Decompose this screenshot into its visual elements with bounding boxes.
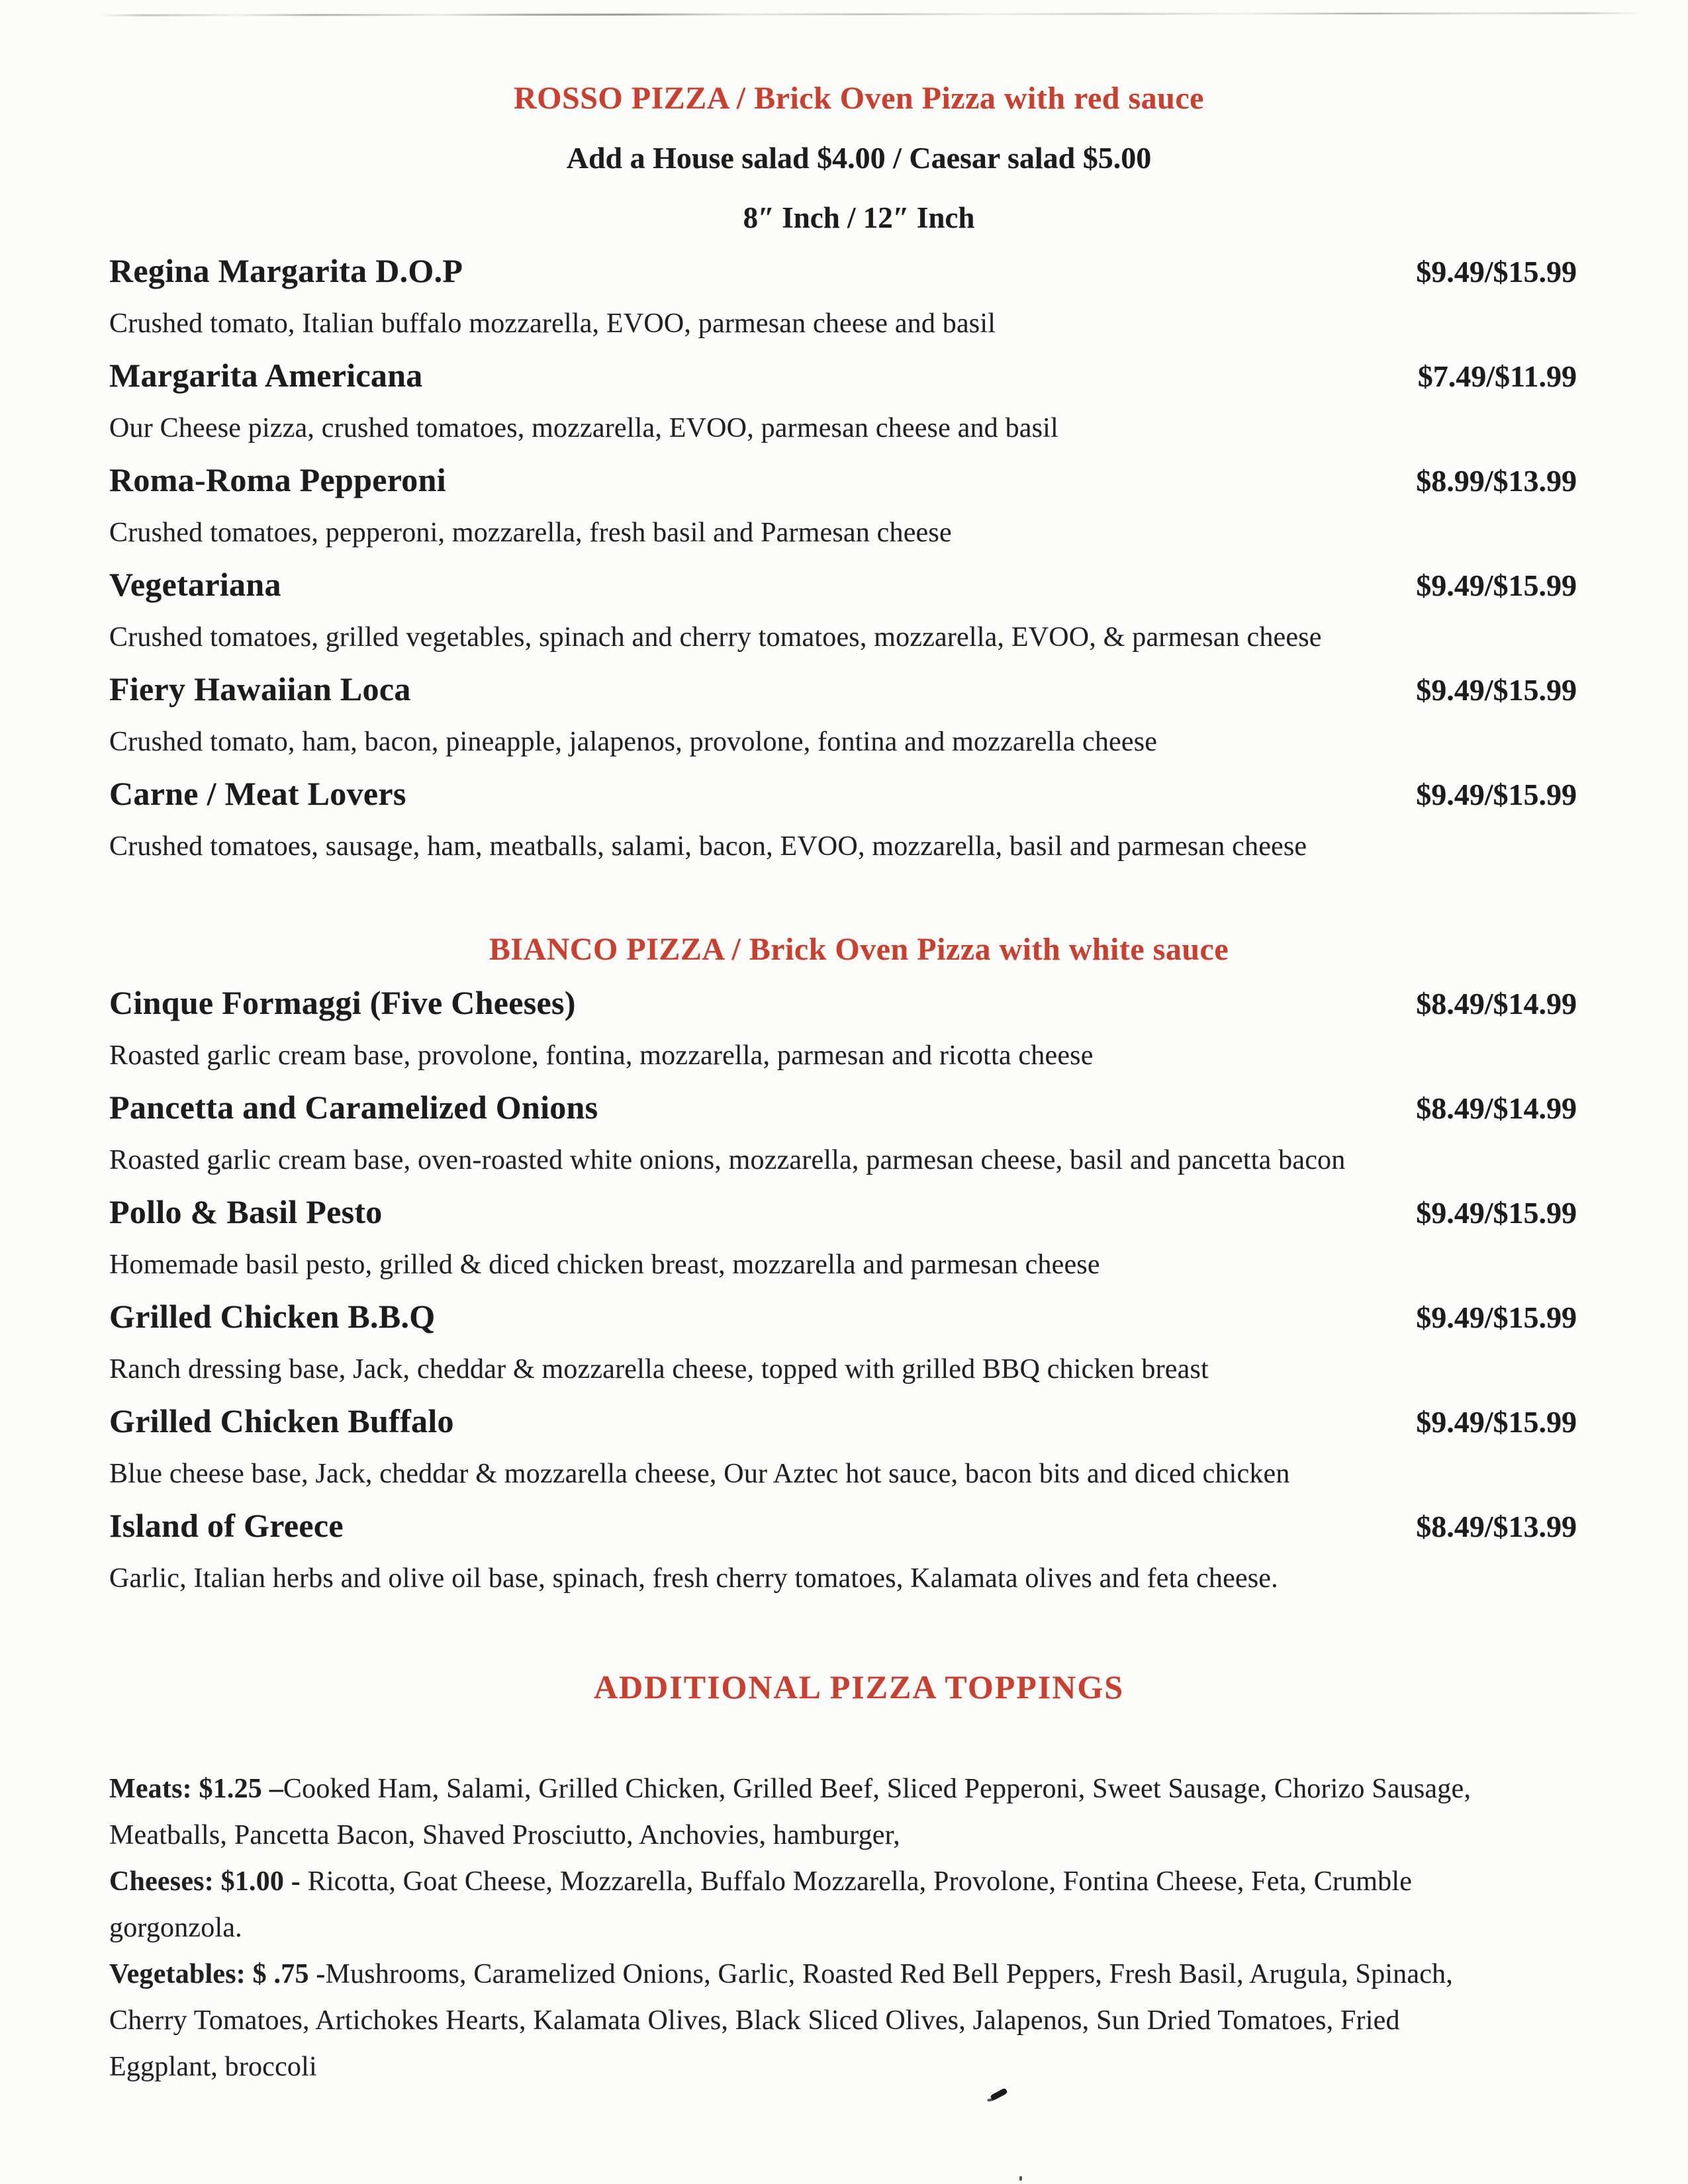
item-price: $8.49/$13.99 [1416, 1510, 1577, 1543]
topping-label: Meats: $1.25 – [109, 1774, 283, 1804]
item-description: Garlic, Italian herbs and olive oil base… [109, 1563, 1278, 1594]
item-price: $9.49/$15.99 [1416, 1196, 1577, 1230]
menu-item: Roma-Roma Pepperoni $8.99/$13.99 Crushed… [109, 454, 1609, 559]
item-price: $9.49/$15.99 [1416, 673, 1577, 707]
item-name: Vegetariana [109, 566, 281, 603]
item-name: Pancetta and Caramelized Onions [109, 1089, 598, 1126]
item-description: Homemade basil pesto, grilled & diced ch… [109, 1250, 1100, 1280]
menu-item: Vegetariana $9.49/$15.99 Crushed tomatoe… [109, 559, 1609, 663]
item-name: Island of Greece [109, 1507, 344, 1544]
item-description: Crushed tomatoes, sausage, ham, meatball… [109, 831, 1307, 862]
toppings-section: ADDITIONAL PIZZA TOPPINGS Meats: $1.25 –… [109, 1665, 1609, 2090]
item-name: Roma-Roma Pepperoni [109, 461, 446, 498]
menu-item: Pancetta and Caramelized Onions $8.49/$1… [109, 1081, 1609, 1186]
topping-items: Cooked Ham, Salami, Grilled Chicken, Gri… [109, 1774, 1472, 1850]
rosso-section: ROSSO PIZZA / Brick Oven Pizza with red … [109, 78, 1609, 872]
item-name: Margarita Americana [109, 357, 423, 394]
item-name: Pollo & Basil Pesto [109, 1193, 383, 1230]
menu-item: Regina Margarita D.O.P $9.49/$15.99 Crus… [109, 245, 1609, 349]
topping-group-meats: Meats: $1.25 –Cooked Ham, Salami, Grille… [109, 1766, 1609, 1858]
menu-item: Pollo & Basil Pesto $9.49/$15.99 Homemad… [109, 1186, 1609, 1291]
item-name: Fiery Hawaiian Loca [109, 670, 411, 707]
item-description: Crushed tomatoes, pepperoni, mozzarella,… [109, 518, 952, 548]
toppings-heading: ADDITIONAL PIZZA TOPPINGS [593, 1668, 1125, 1706]
section-heading-rosso: ROSSO PIZZA / Brick Oven Pizza with red … [514, 81, 1204, 116]
item-description: Roasted garlic cream base, provolone, fo… [109, 1040, 1094, 1071]
bianco-section: BIANCO PIZZA / Brick Oven Pizza with whi… [109, 929, 1609, 1604]
item-name: Grilled Chicken B.B.Q [109, 1298, 436, 1335]
menu-item: Grilled Chicken B.B.Q $9.49/$15.99 Ranch… [109, 1291, 1609, 1395]
menu-item: Margarita Americana $7.49/$11.99 Our Che… [109, 349, 1609, 454]
topping-label: Cheeses: $1.00 - [109, 1866, 308, 1897]
topping-group-vegetables: Vegetables: $ .75 -Mushrooms, Caramelize… [109, 1951, 1609, 2090]
item-price: $9.49/$15.99 [1416, 1300, 1577, 1334]
item-price: $8.99/$13.99 [1416, 464, 1577, 498]
salad-note: Add a House salad $4.00 / Caesar salad $… [566, 141, 1152, 175]
item-description: Roasted garlic cream base, oven-roasted … [109, 1145, 1346, 1175]
topping-items: Ricotta, Goat Cheese, Mozzarella, Buffal… [109, 1866, 1413, 1943]
item-description: Crushed tomato, ham, bacon, pineapple, j… [109, 727, 1158, 757]
bianco-items: Cinque Formaggi (Five Cheeses) $8.49/$14… [109, 977, 1609, 1604]
scan-artifact-dot [1019, 2176, 1022, 2181]
item-description: Crushed tomatoes, grilled vegetables, sp… [109, 622, 1322, 653]
item-price: $7.49/$11.99 [1417, 359, 1577, 393]
menu-item: Island of Greece $8.49/$13.99 Garlic, It… [109, 1500, 1609, 1604]
section-heading-bianco: BIANCO PIZZA / Brick Oven Pizza with whi… [489, 932, 1229, 967]
item-name: Carne / Meat Lovers [109, 775, 406, 812]
menu-content: ROSSO PIZZA / Brick Oven Pizza with red … [109, 78, 1609, 2090]
item-name: Cinque Formaggi (Five Cheeses) [109, 984, 576, 1021]
topping-items: Mushrooms, Caramelized Onions, Garlic, R… [109, 1959, 1453, 2082]
item-description: Blue cheese base, Jack, cheddar & mozzar… [109, 1459, 1290, 1489]
item-description: Ranch dressing base, Jack, cheddar & moz… [109, 1354, 1209, 1385]
item-price: $9.49/$15.99 [1416, 1405, 1577, 1439]
menu-item: Cinque Formaggi (Five Cheeses) $8.49/$14… [109, 977, 1609, 1081]
menu-item: Grilled Chicken Buffalo $9.49/$15.99 Blu… [109, 1395, 1609, 1500]
item-price: $9.49/$15.99 [1416, 778, 1577, 811]
item-name: Grilled Chicken Buffalo [109, 1402, 454, 1439]
topping-group-cheeses: Cheeses: $1.00 - Ricotta, Goat Cheese, M… [109, 1858, 1609, 1951]
item-name: Regina Margarita D.O.P [109, 252, 463, 289]
rosso-items: Regina Margarita D.O.P $9.49/$15.99 Crus… [109, 245, 1609, 872]
menu-item: Carne / Meat Lovers $9.49/$15.99 Crushed… [109, 768, 1609, 872]
topping-label: Vegetables: $ .75 - [109, 1959, 326, 1989]
item-price: $9.49/$15.99 [1416, 569, 1577, 602]
menu-item: Fiery Hawaiian Loca $9.49/$15.99 Crushed… [109, 663, 1609, 768]
item-price: $8.49/$14.99 [1416, 987, 1577, 1021]
item-price: $9.49/$15.99 [1416, 255, 1577, 289]
scan-artifact-line [99, 12, 1642, 17]
size-note: 8″ Inch / 12″ Inch [743, 201, 975, 234]
item-description: Our Cheese pizza, crushed tomatoes, mozz… [109, 413, 1058, 443]
item-price: $8.49/$14.99 [1416, 1091, 1577, 1125]
item-description: Crushed tomato, Italian buffalo mozzarel… [109, 308, 996, 339]
